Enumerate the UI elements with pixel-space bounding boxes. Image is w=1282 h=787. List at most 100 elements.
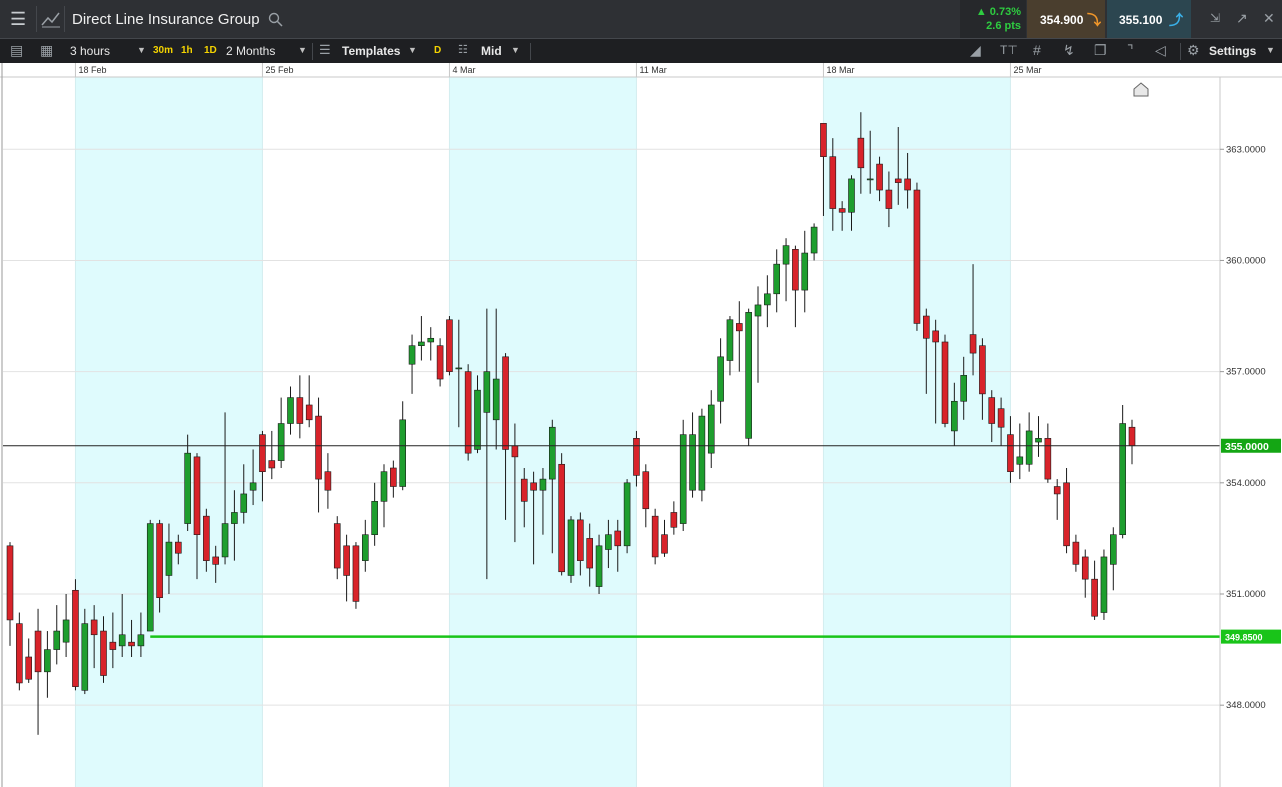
candle-body [941,341,949,424]
candle-body [193,456,201,535]
candle-body [1063,482,1070,547]
range-select[interactable]: 2 Months [226,44,276,58]
candle-body [118,634,126,647]
candle-body [156,523,163,598]
label-tool[interactable]: ◁ [1155,42,1166,58]
candle-body [642,471,650,510]
templates-button[interactable]: Templates [342,44,401,58]
price-tag-label: 355.0000 [1225,441,1269,453]
candle-body [361,534,369,561]
change-pct: ▲ 0.73% [975,6,1021,18]
interval-button[interactable]: 30m [153,45,174,56]
fib-tool[interactable]: ↯ [1063,42,1075,58]
popout-button[interactable]: ↗ [1236,10,1248,26]
candle-body [810,226,818,254]
candle-body [1100,556,1108,613]
price-type-select[interactable]: Mid [481,44,502,58]
menu-button[interactable]: ☰ [10,9,27,29]
candle-body [1044,438,1052,480]
d-button[interactable]: D [434,45,442,56]
settings-button[interactable]: Settings [1209,44,1257,58]
separator [64,6,65,32]
candle-body [100,630,107,676]
price-tag [1221,438,1281,453]
candle-body [390,467,397,487]
y-tick-label: 360.0000 [1226,255,1266,266]
candle-body [380,471,388,502]
copy-tool[interactable]: ❐ [1094,42,1107,58]
chart-icon[interactable] [41,10,61,28]
candle-body [567,519,575,576]
change-box: ▲ 0.73% 2.6 pts [960,0,1026,38]
candle-body [1110,534,1117,565]
interval-button[interactable]: 1D [204,45,217,56]
candle-body [782,245,790,265]
separator [312,43,313,60]
candle-body [735,323,743,332]
candle-body [876,163,883,191]
candle-body [165,541,173,576]
candle-body [221,523,229,558]
candle-body [838,208,846,213]
candle-body [848,178,855,213]
separator [36,6,37,32]
candle-body [530,482,537,491]
separator [1180,43,1181,60]
candle-body [605,534,612,550]
candle-body [1025,430,1033,465]
candle-body [436,345,444,380]
candle-body [586,538,594,569]
dropdown-arrow: ▼ [511,45,520,55]
candle-body [492,378,500,421]
candle-body [427,337,435,343]
candle-body [707,404,715,454]
interval-button[interactable]: 1h [181,45,193,56]
candle-body [175,541,182,554]
buy-button[interactable]: 355.100 ⤴ [1107,0,1191,38]
candle-body [128,641,135,647]
x-tick-label: 18 Mar [826,65,854,75]
candle-body [511,445,519,458]
candle-body [34,630,42,673]
list-button[interactable]: ▤ [10,42,24,58]
home-marker [1133,82,1149,97]
candle-body [651,515,659,558]
candle-body [539,478,547,491]
candle-body [259,434,266,472]
instrument-name[interactable]: Direct Line Insurance Group [72,11,260,28]
candle-body [820,123,827,157]
candle-body [72,589,79,687]
templates-icon: ☰ [319,42,331,57]
y-tick-label: 348.0000 [1226,700,1266,711]
sell-price: 354.900 [1040,13,1084,27]
candle-body [623,482,631,547]
candle-body [689,434,696,491]
candle-body [399,419,407,487]
x-tick-label: 11 Mar [639,65,666,75]
candle-body [792,249,799,291]
candle-body [932,330,939,343]
candle-body [146,523,154,632]
close-button[interactable]: ✕ [1263,10,1275,26]
dropdown-arrow: ▼ [137,45,146,55]
candle-body [53,630,61,650]
candle-body [922,315,930,339]
candle-body [1128,426,1136,447]
text-tool[interactable]: T⊤ [1000,43,1018,57]
price-tag [1221,629,1281,644]
sell-button[interactable]: 354.900 ⤵ [1027,0,1105,38]
grid-tool[interactable]: # [1033,42,1041,58]
candle-body [717,356,724,402]
candle-body [6,545,14,621]
indicator-tool[interactable]: ⌝ [1127,42,1134,58]
candle-body [988,397,996,424]
layout-button[interactable]: ▦ [40,42,54,58]
instrument-bar: ☰ Direct Line Insurance Group ▲ 0.73% 2.… [0,0,1282,38]
shrink-button[interactable]: ⇲ [1210,11,1221,25]
candle-body [577,519,584,561]
draw-tool[interactable]: ◢ [970,42,981,58]
x-tick-label: 25 Mar [1013,65,1041,75]
search-icon[interactable] [268,12,284,28]
interval-select[interactable]: 3 hours [70,44,111,58]
candle-body [109,641,117,650]
